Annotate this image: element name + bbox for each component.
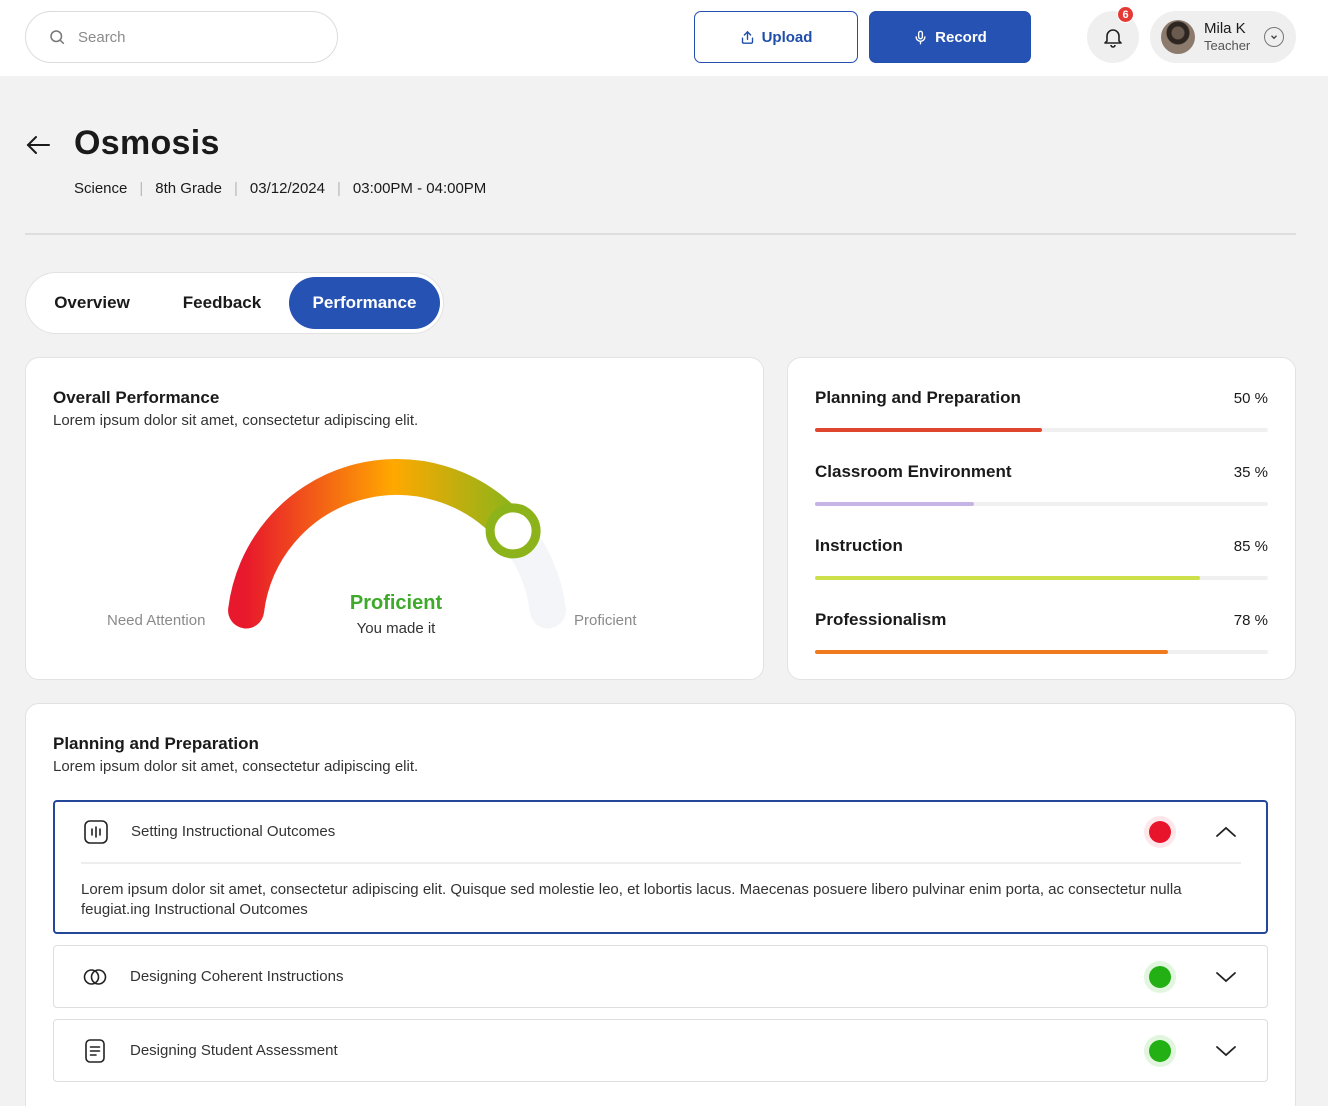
search-box[interactable]: [25, 11, 338, 63]
accordion-title: Designing Coherent Instructions: [130, 968, 344, 985]
meta-grade: 8th Grade: [155, 180, 222, 197]
accordion-item-student-assessment[interactable]: Designing Student Assessment: [53, 1019, 1268, 1082]
metric-value: 35 %: [1233, 464, 1268, 481]
tab-performance[interactable]: Performance: [289, 277, 440, 329]
accordion-title: Setting Instructional Outcomes: [131, 823, 336, 840]
search-icon: [50, 30, 65, 45]
planning-card: Planning and Preparation Lorem ipsum dol…: [25, 703, 1296, 1106]
accordion-divider: [81, 862, 1241, 864]
gauge-label-proficient: Proficient: [574, 612, 637, 629]
gauge-fill: [228, 458, 532, 629]
gauge-label-need-attention: Need Attention: [107, 612, 206, 629]
meta-separator: |: [234, 180, 238, 197]
header-divider: [25, 233, 1296, 235]
performance-gauge: [228, 458, 566, 629]
tab-overview[interactable]: Overview: [54, 293, 130, 312]
metric-fill: [815, 502, 974, 506]
metric-track: [815, 502, 1268, 506]
accordion-item-coherent-instructions[interactable]: Designing Coherent Instructions: [53, 945, 1268, 1008]
metric-label: Classroom Environment: [815, 462, 1012, 481]
metric-fill: [815, 576, 1201, 580]
search-input[interactable]: [78, 28, 298, 46]
metric-track: [815, 650, 1268, 654]
chevron-up-icon[interactable]: [1214, 820, 1238, 844]
page-title: Osmosis: [74, 124, 220, 162]
microphone-icon: [915, 30, 926, 44]
metric-value: 85 %: [1233, 538, 1268, 555]
avatar: [1161, 20, 1195, 54]
metric-label: Instruction: [815, 536, 903, 555]
planning-title: Planning and Preparation: [53, 734, 259, 753]
chevron-down-icon[interactable]: [1214, 965, 1238, 989]
metric-label: Professionalism: [815, 610, 947, 629]
metric-track: [815, 428, 1268, 432]
metric-value: 50 %: [1233, 390, 1268, 407]
tab-bar: Overview Feedback Performance: [25, 272, 444, 334]
chevron-down-icon[interactable]: [1214, 1039, 1238, 1063]
bell-icon: [1104, 29, 1122, 48]
metric-track: [815, 576, 1268, 580]
back-arrow-icon[interactable]: [26, 134, 50, 156]
user-menu[interactable]: Mila K Teacher: [1150, 11, 1296, 63]
metric-label: Planning and Preparation: [815, 388, 1021, 407]
record-button[interactable]: Record: [869, 11, 1031, 63]
meta-time: 03:00PM - 04:00PM: [352, 180, 487, 197]
user-role: Teacher: [1204, 38, 1251, 53]
gauge-caption: You made it: [356, 620, 436, 637]
meta-separator: |: [139, 180, 144, 197]
meta-date: 03/12/2024: [249, 180, 325, 197]
overlap-circles-icon: [83, 969, 107, 985]
overall-performance-card: Overall Performance Lorem ipsum dolor si…: [25, 357, 764, 680]
status-dot: [1144, 816, 1176, 848]
meta-subject: Science: [74, 180, 128, 197]
audio-bars-icon: [84, 820, 108, 844]
accordion-title: Designing Student Assessment: [130, 1042, 338, 1059]
upload-icon: [741, 30, 753, 44]
lesson-meta: Science | 8th Grade | 03/12/2024 | 03:00…: [74, 180, 486, 197]
overall-subtitle: Lorem ipsum dolor sit amet, consectetur …: [53, 412, 419, 429]
gauge-status: Proficient: [349, 592, 443, 614]
accordion-item-setting-outcomes[interactable]: Setting Instructional Outcomes Lorem ips…: [53, 800, 1268, 934]
metrics-card: Planning and Preparation 50 % Classroom …: [787, 357, 1296, 680]
upload-label: Upload: [761, 28, 813, 46]
chevron-down-icon[interactable]: [1264, 27, 1284, 47]
planning-subtitle: Lorem ipsum dolor sit amet, consectetur …: [53, 758, 419, 775]
user-name: Mila K: [1204, 20, 1246, 37]
top-bar: Upload Record 6 Mila K Teacher: [0, 0, 1328, 76]
document-icon: [85, 1039, 105, 1063]
overall-title: Overall Performance: [53, 388, 220, 407]
status-dot: [1144, 961, 1176, 993]
accordion-body: Lorem ipsum dolor sit amet, consectetur …: [81, 881, 1182, 918]
status-dot: [1144, 1035, 1176, 1067]
metric-value: 78 %: [1233, 612, 1268, 629]
notification-badge: 6: [1117, 6, 1134, 23]
tab-feedback[interactable]: Feedback: [182, 293, 262, 312]
record-label: Record: [935, 28, 987, 46]
metric-fill: [815, 650, 1169, 654]
metric-fill: [815, 428, 1042, 432]
upload-button[interactable]: Upload: [694, 11, 858, 63]
gauge-knob: [485, 503, 541, 559]
meta-separator: |: [336, 180, 341, 197]
